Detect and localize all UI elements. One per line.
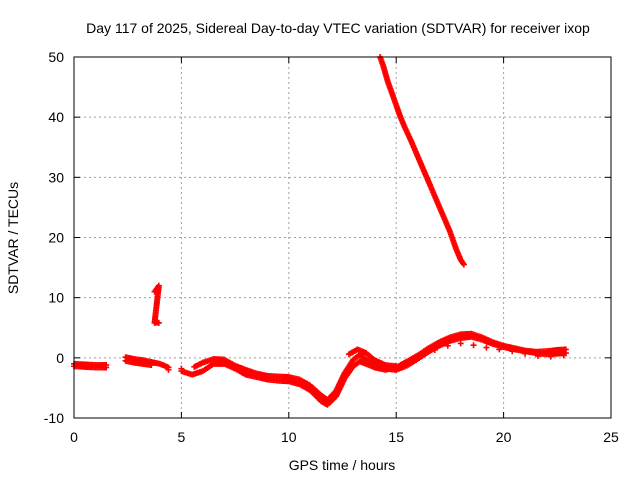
y-tick-label: -10 [44,410,64,426]
x-tick-label: 5 [178,429,186,445]
data-point [496,346,503,353]
series-isolated-cluster [151,282,162,326]
data-point [483,344,490,351]
data-point [155,319,162,326]
data-point [522,350,529,357]
data-point [547,353,554,360]
data-point [457,340,464,347]
data-point [562,346,569,353]
data-point [470,342,477,349]
chart-title: Day 117 of 2025, Sidereal Day-to-day VTE… [86,20,590,36]
data-point [406,359,413,366]
data-point [103,364,110,371]
tick-labels: 0 5 10 15 20 25 -10 0 10 20 30 40 50 [44,49,619,445]
grid [74,57,611,418]
data-point [165,366,172,373]
y-tick-label: 40 [48,109,64,125]
data-points [71,54,569,408]
y-tick-label: 10 [48,290,64,306]
data-point [560,352,567,359]
x-tick-label: 0 [70,429,78,445]
y-axis-label: SDTVAR / TECUs [5,182,21,294]
data-point [460,261,467,268]
data-point [444,342,451,349]
data-point [509,348,516,355]
y-tick-label: 20 [48,230,64,246]
x-tick-label: 10 [281,429,297,445]
axis-ticks [73,56,612,419]
x-tick-label: 15 [388,429,404,445]
series-descending-arc [377,54,467,268]
y-tick-label: 50 [48,49,64,65]
data-point [418,352,425,359]
data-point [148,362,155,369]
series-baseline-trace-c [345,340,567,370]
x-tick-label: 25 [603,429,619,445]
data-point [431,347,438,354]
series-baseline-trace-b [71,330,569,408]
data-point [393,363,400,370]
x-axis-label: GPS time / hours [289,457,396,473]
y-tick-label: 30 [48,169,64,185]
x-tick-label: 20 [496,429,512,445]
data-point [534,353,541,360]
y-tick-label: 0 [56,350,64,366]
